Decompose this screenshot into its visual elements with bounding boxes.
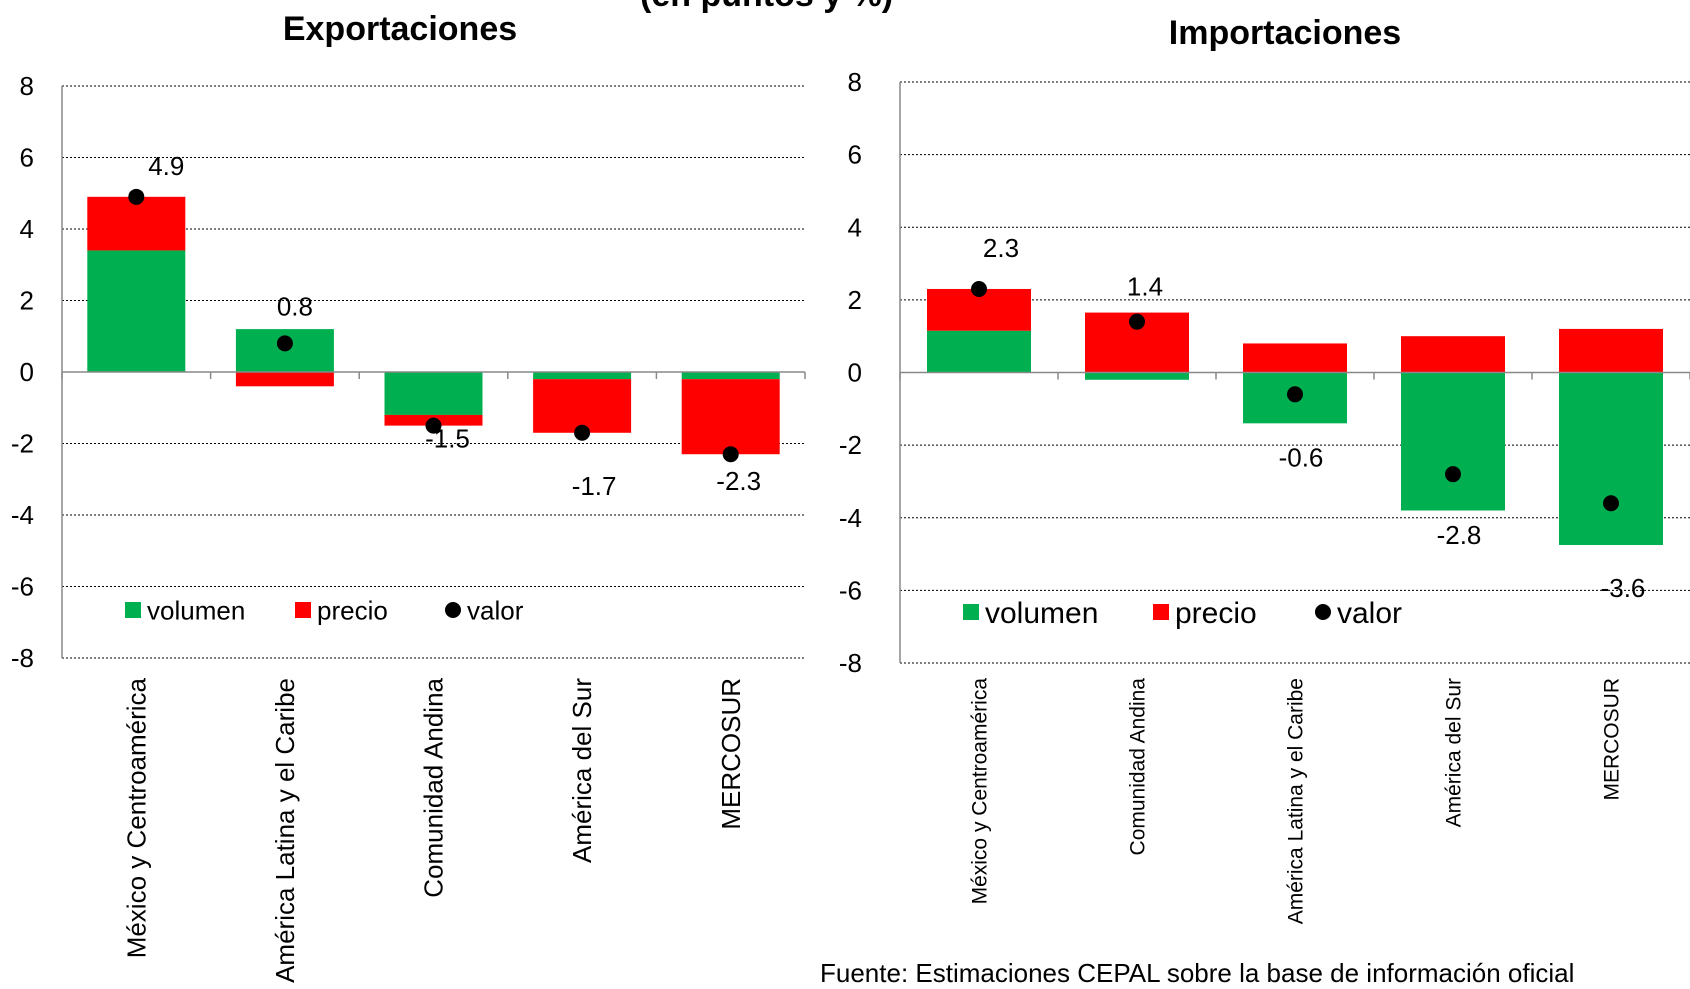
bar-volumen — [1401, 372, 1505, 511]
category-label: América del Sur — [1442, 678, 1465, 827]
importaciones-chart: Importaciones -8 -6 -4 -2 0 2 4 6 8 2.3 1.4 -0.6 -2.8… — [839, 14, 1690, 924]
y-tick-label: 4 — [20, 214, 34, 244]
category-label: América Latina y el Caribe — [270, 678, 300, 983]
data-label: -1.7 — [572, 471, 617, 501]
data-label: 4.9 — [148, 151, 184, 181]
bar-volumen — [681, 372, 780, 380]
legend-item-precio: precio — [295, 595, 388, 625]
category-label: América Latina y el Caribe — [1284, 678, 1307, 924]
data-label: 2.3 — [983, 233, 1019, 263]
category-label: MERCOSUR — [1600, 678, 1623, 801]
category-label: Comunidad Andina — [419, 677, 449, 897]
valor-point — [722, 446, 739, 463]
valor-point — [425, 417, 442, 434]
exportaciones-chart: Exportaciones -8 -6 -4 -2 0 2 4 6 8 4.9 0.8 -1.5 -1.7… — [11, 10, 806, 983]
y-tick-label: -2 — [11, 429, 34, 459]
valor-point — [971, 280, 987, 297]
legend-item-volumen: volumen — [125, 595, 245, 625]
y-tick-label: 2 — [20, 286, 34, 316]
bar-volumen — [87, 250, 186, 372]
chart-title: Importaciones — [1169, 14, 1401, 52]
legend-label: volumen — [985, 597, 1098, 630]
data-label: -1.5 — [425, 424, 470, 454]
y-tick-label: -2 — [839, 430, 862, 460]
category-label: México y Centroamérica — [121, 677, 151, 958]
y-tick-label: -4 — [11, 500, 34, 530]
data-label: 0.8 — [277, 291, 313, 321]
y-tick-label: 4 — [848, 212, 862, 242]
y-tick-label: 2 — [848, 285, 862, 315]
legend-label: valor — [1337, 597, 1402, 630]
data-label: 1.4 — [1127, 272, 1163, 302]
category-label: México y Centroamérica — [968, 678, 991, 905]
bar-precio — [87, 196, 186, 251]
legend-swatch — [125, 602, 141, 618]
bar-volumen — [1559, 372, 1663, 545]
y-tick-label: -6 — [839, 575, 862, 605]
bar-volumen — [927, 330, 1031, 373]
legend-swatch — [963, 604, 979, 620]
bar-precio — [533, 379, 632, 433]
page-title-fragment: (en puntos y %) — [640, 0, 893, 15]
bar-precio — [1243, 343, 1347, 373]
legend-swatch — [1153, 604, 1169, 620]
legend-swatch — [445, 602, 461, 618]
bar-precio — [1401, 336, 1505, 373]
source-note: Fuente: Estimaciones CEPAL sobre la base… — [820, 958, 1575, 988]
legend-label: volumen — [147, 595, 245, 625]
y-tick-label: -8 — [839, 648, 862, 678]
legend-item-valor: valor — [1315, 597, 1402, 630]
data-label: -0.6 — [1279, 442, 1324, 472]
bar-precio — [681, 379, 780, 455]
category-label: Comunidad Andina — [1126, 678, 1149, 856]
bar-volumen — [533, 372, 632, 380]
y-tick-label: 6 — [20, 143, 34, 173]
valor-point — [276, 335, 293, 352]
y-tick-label: 6 — [848, 140, 862, 170]
y-tick-label: 0 — [20, 357, 34, 387]
legend-item-precio: precio — [1153, 597, 1257, 630]
bar-precio — [235, 372, 334, 387]
y-tick-label: 0 — [848, 358, 862, 388]
category-label: MERCOSUR — [716, 678, 746, 830]
bar-precio — [1559, 328, 1663, 373]
y-tick-label: -6 — [11, 572, 34, 602]
valor-point — [1129, 313, 1145, 330]
data-label: -3.6 — [1601, 573, 1646, 603]
valor-point — [1603, 495, 1619, 512]
legend-item-volumen: volumen — [963, 597, 1098, 630]
data-label: -2.8 — [1437, 520, 1482, 550]
bar-volumen — [1085, 372, 1189, 380]
y-tick-label: 8 — [848, 67, 862, 97]
valor-point — [574, 424, 591, 441]
legend-label: precio — [317, 595, 388, 625]
y-tick-label: -8 — [11, 643, 34, 673]
valor-point — [128, 188, 145, 205]
legend-label: valor — [467, 595, 524, 625]
valor-point — [1445, 466, 1461, 483]
bar-volumen — [384, 372, 483, 415]
y-tick-label: 8 — [20, 71, 34, 101]
data-label: -2.3 — [716, 466, 761, 496]
legend-swatch — [295, 602, 311, 618]
y-tick-label: -4 — [839, 503, 862, 533]
legend-swatch — [1315, 604, 1331, 620]
valor-point — [1287, 386, 1303, 403]
legend-label: precio — [1175, 597, 1257, 630]
chart-title: Exportaciones — [283, 10, 517, 48]
legend-item-valor: valor — [445, 595, 524, 625]
category-label: América del Sur — [567, 678, 597, 863]
